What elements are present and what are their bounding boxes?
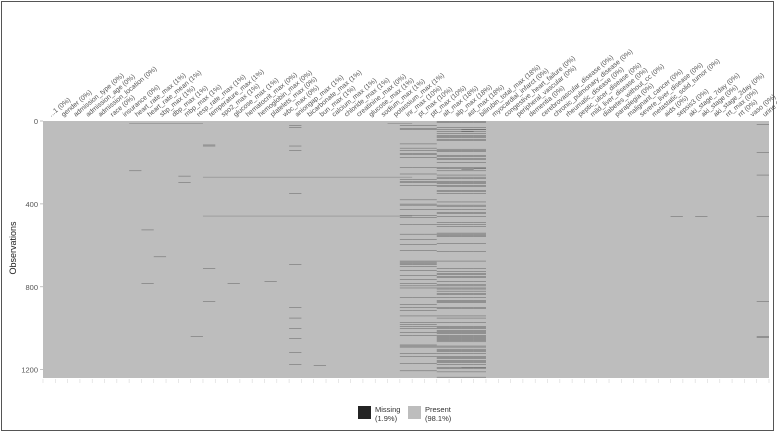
legend: Missing(1.9%) Present(98.1%) xyxy=(358,405,452,423)
legend-swatch-present xyxy=(408,406,421,419)
y-tick-label: 1200 xyxy=(21,366,38,375)
legend-pct-missing: (1.9%) xyxy=(375,414,398,423)
y-tick-label: 400 xyxy=(25,200,38,209)
plot-area xyxy=(42,121,770,383)
y-tick-label: 800 xyxy=(25,283,38,292)
column-labels: ...1 (0%)gender (0%)admission_type (0%)a… xyxy=(48,48,777,119)
legend-pct-present: (98.1%) xyxy=(425,414,452,423)
y-axis: 0 400 800 1200 xyxy=(21,117,43,375)
y-tick-label: 0 xyxy=(34,117,38,126)
present-background xyxy=(43,121,769,378)
legend-label-missing: Missing xyxy=(375,405,400,414)
legend-label-present: Present xyxy=(425,405,452,414)
y-axis-title: Observations xyxy=(8,221,18,275)
legend-swatch-missing xyxy=(358,406,371,419)
